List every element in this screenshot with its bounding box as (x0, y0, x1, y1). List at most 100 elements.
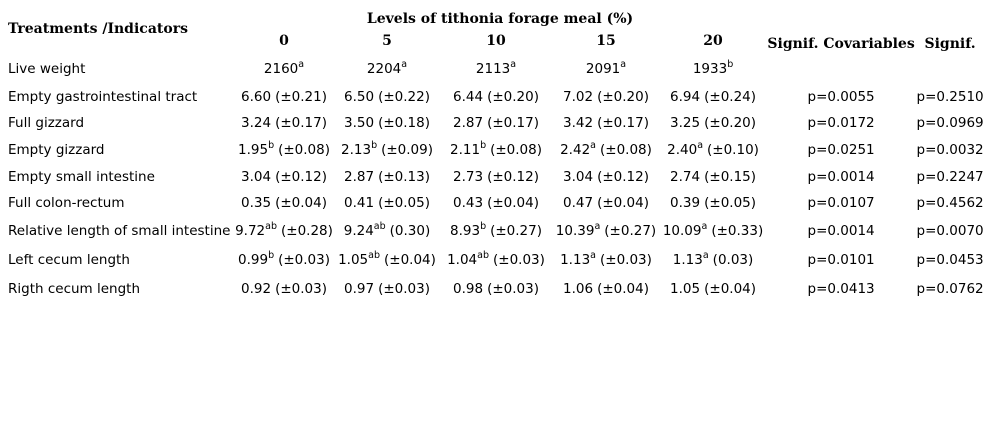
value-number: 1.95 (238, 142, 269, 159)
value-superscript: a (701, 220, 708, 232)
value-superscript: b (480, 140, 487, 152)
value-number: 2.73 (453, 169, 484, 186)
value-superscript: b (371, 140, 378, 152)
value-error: (±0.28) (281, 222, 333, 239)
table-row: Empty small intestine 3.04 (±0.12) 2.87 (±… (0, 165, 984, 191)
row-label: Full colon-rectum (8, 195, 125, 212)
value-cell-level-0: 0.92 (±0.03) (234, 276, 334, 303)
signif-covariables-cell: p=0.0101 (807, 252, 875, 269)
row-label: Relative length of small intestine (8, 222, 231, 239)
value-number: 1.06 (563, 280, 594, 297)
table-title: Levels of tithonia forage meal (%) (366, 10, 634, 27)
value-number: 0.43 (453, 195, 484, 212)
value-cell-level-10: 0.98 (±0.03) (440, 276, 552, 303)
value-superscript: b (480, 220, 487, 232)
value-error: (±0.08) (599, 142, 652, 159)
value-cell-level-10: 6.44 (±0.20) (440, 84, 552, 111)
value-cell-level-20: 1.05 (±0.04) (660, 276, 766, 303)
signif-covariables-cell: p=0.0014 (807, 222, 875, 239)
col-header-treatments-indicators: Treatments /Indicators (8, 21, 188, 38)
value-number: 0.41 (344, 195, 375, 212)
value-cell-level-15: 1.06 (±0.04) (552, 276, 660, 303)
value-error: (±0.04) (384, 252, 436, 269)
value-error: (±0.27) (604, 222, 657, 239)
value-cell-level-10: 2113a (440, 55, 552, 84)
value-cell-level-0: 3.24 (±0.17) (234, 111, 334, 137)
signif-covariables-cell: p=0.0107 (807, 195, 875, 212)
value-number: 10.09 (662, 222, 702, 239)
value-number: 6.94 (670, 88, 701, 105)
value-number: 0.99 (238, 252, 269, 269)
value-number: 2091 (585, 60, 621, 77)
row-label: Empty gizzard (8, 142, 105, 159)
table-row: Full gizzard 3.24 (±0.17) 3.50 (±0.18) 2.8… (0, 111, 984, 137)
table-row: Empty gizzard 1.95b (±0.08) 2.13b (±0.09) … (0, 137, 984, 165)
value-cell-level-20: 10.09a (±0.33) (660, 217, 766, 246)
value-superscript: b (268, 250, 275, 262)
value-number: 3.25 (670, 115, 701, 132)
value-cell-level-20: 3.25 (±0.20) (660, 111, 766, 137)
value-cell-level-5: 2.13b (±0.09) (334, 137, 440, 165)
value-error: (±0.04) (597, 195, 649, 212)
value-error: (±0.08) (490, 142, 542, 159)
value-superscript: a (590, 250, 596, 262)
value-number: 6.60 (241, 88, 272, 105)
value-error: (±0.12) (487, 169, 539, 186)
signif-cell: p=0.4562 (916, 195, 984, 212)
value-cell-level-0: 0.99b (±0.03) (234, 246, 334, 276)
value-error: (±0.24) (704, 88, 757, 105)
value-number: 2.74 (670, 169, 701, 186)
value-number: 9.24 (343, 222, 374, 239)
value-number: 3.04 (241, 169, 272, 186)
value-cell-level-0: 3.04 (±0.12) (234, 165, 334, 191)
col-header-level-20: 20 (703, 33, 723, 50)
value-error: (±0.05) (378, 195, 430, 212)
signif-covariables-cell: p=0.0413 (807, 280, 875, 297)
value-error: (±0.04) (597, 280, 649, 297)
value-cell-level-0: 9.72ab (±0.28) (234, 217, 334, 246)
value-number: 2113 (475, 60, 511, 77)
col-header-level-0: 0 (279, 33, 289, 50)
value-error: (±0.04) (487, 195, 539, 212)
value-superscript: ab (265, 220, 277, 232)
col-header-level-15: 15 (596, 33, 616, 50)
value-superscript: b (727, 58, 734, 70)
value-superscript: a (594, 220, 601, 232)
value-number: 6.44 (453, 88, 484, 105)
value-error: (±0.12) (597, 169, 649, 186)
value-cell-level-15: 10.39a (±0.27) (552, 217, 660, 246)
value-error: (±0.15) (704, 169, 757, 186)
value-error: (0.30) (389, 222, 431, 239)
col-header-signif-covariables: Signif. Covariables (767, 35, 915, 52)
value-cell-level-10: 1.04ab (±0.03) (440, 246, 552, 276)
value-number: 1933 (692, 60, 728, 77)
value-cell-level-5: 0.97 (±0.03) (334, 276, 440, 303)
signif-covariables-cell: p=0.0172 (807, 115, 875, 132)
value-number: 0.98 (453, 280, 484, 297)
table-body: Live weight 2160a 2204a 2113a 2091a 1933… (0, 55, 984, 303)
signif-covariables-cell: p=0.0251 (807, 142, 875, 159)
value-number: 0.35 (241, 195, 272, 212)
value-cell-level-10: 0.43 (±0.04) (440, 191, 552, 217)
value-number: 3.42 (563, 115, 594, 132)
value-error: (±0.12) (275, 169, 327, 186)
value-error: (0.03) (712, 252, 754, 269)
value-superscript: a (590, 140, 596, 152)
value-cell-level-15: 2091a (552, 55, 660, 84)
value-cell-level-0: 2160a (234, 55, 334, 84)
value-number: 3.04 (563, 169, 594, 186)
value-cell-level-0: 6.60 (±0.21) (234, 84, 334, 111)
col-header-level-10: 10 (486, 33, 506, 50)
value-cell-level-5: 9.24ab (0.30) (334, 217, 440, 246)
value-error: (±0.33) (711, 222, 764, 239)
value-error: (±0.17) (597, 115, 649, 132)
value-number: 2.87 (344, 169, 375, 186)
table-row: Empty gastrointestinal tract 6.60 (±0.21)… (0, 84, 984, 111)
value-cell-level-20: 0.39 (±0.05) (660, 191, 766, 217)
carcass-measurements-table: Treatments /Indicators Levels of tithoni… (0, 10, 984, 303)
value-error: (±0.08) (278, 142, 330, 159)
value-error: (±0.03) (378, 280, 430, 297)
value-number: 1.05 (338, 252, 369, 269)
value-superscript: a (702, 250, 709, 262)
